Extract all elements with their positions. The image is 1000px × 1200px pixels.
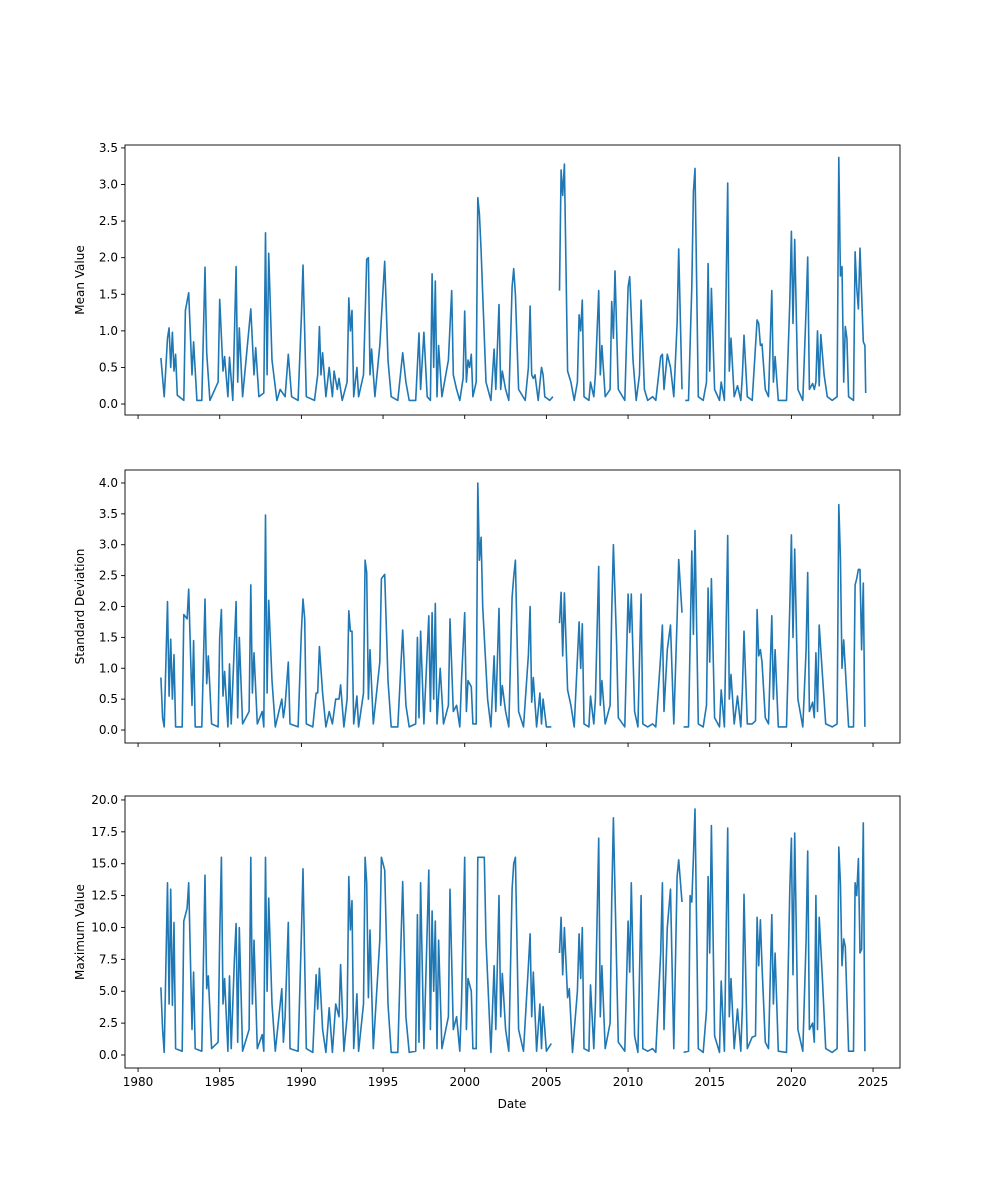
y-tick-label: 0.0: [99, 1048, 118, 1062]
y-tick-label: 4.0: [99, 476, 118, 490]
y-tick-label: 2.0: [99, 251, 118, 265]
x-tick-label: 2025: [858, 1075, 889, 1089]
y-tick-label: 0.0: [99, 397, 118, 411]
x-tick-label: 1985: [204, 1075, 235, 1089]
series-line-2: [160, 482, 866, 728]
y-tick-label: 20.0: [91, 793, 118, 807]
y-tick-label: 5.0: [99, 984, 118, 998]
x-tick-label: 2010: [613, 1075, 644, 1089]
y-tick-label: 12.5: [91, 889, 118, 903]
x-tick-label: 1995: [368, 1075, 399, 1089]
y-tick-label: 1.5: [99, 630, 118, 644]
y-tick-label: 10.0: [91, 920, 118, 934]
y-tick-label: 7.5: [99, 952, 118, 966]
y-tick-label: 3.5: [99, 507, 118, 521]
y-tick-label: 3.5: [99, 141, 118, 155]
y-tick-label: 2.5: [99, 569, 118, 583]
y-axis-label-2: Standard Deviation: [73, 549, 87, 665]
y-tick-label: 3.0: [99, 538, 118, 552]
series-line-3: [160, 808, 866, 1054]
y-tick-label: 1.0: [99, 324, 118, 338]
x-tick-label: 2020: [776, 1075, 807, 1089]
axes-frame-1: [124, 144, 901, 416]
y-tick-label: 1.5: [99, 287, 118, 301]
y-tick-label: 17.5: [91, 825, 118, 839]
y-tick-label: 15.0: [91, 857, 118, 871]
x-axis-label: Date: [498, 1097, 527, 1111]
y-axis-label-3: Maximum Value: [73, 884, 87, 980]
axes-frame-3: [124, 795, 901, 1069]
x-tick-label: 1980: [123, 1075, 154, 1089]
x-tick-label: 2015: [694, 1075, 725, 1089]
y-tick-label: 0.0: [99, 723, 118, 737]
x-tick-label: 2000: [449, 1075, 480, 1089]
y-tick-label: 3.0: [99, 178, 118, 192]
y-tick-label: 0.5: [99, 692, 118, 706]
series-line-1: [160, 156, 867, 402]
x-tick-label: 2005: [531, 1075, 562, 1089]
y-tick-label: 2.5: [99, 214, 118, 228]
y-tick-label: 0.5: [99, 360, 118, 374]
y-axis-label-1: Mean Value: [73, 245, 87, 314]
y-tick-label: 2.0: [99, 600, 118, 614]
y-tick-label: 2.5: [99, 1016, 118, 1030]
y-tick-label: 1.0: [99, 661, 118, 675]
x-tick-label: 1990: [286, 1075, 317, 1089]
